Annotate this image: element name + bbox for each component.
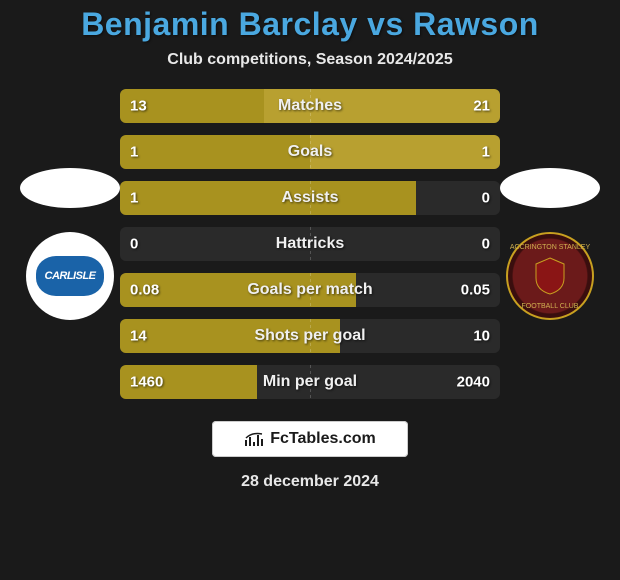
stat-row: 13 21 Matches — [120, 89, 500, 123]
fctables-logo[interactable]: FcTables.com — [212, 421, 408, 457]
date-text: 28 december 2024 — [241, 473, 379, 491]
fctables-chart-icon — [244, 430, 266, 448]
club-badge-right-text-bottom: FOOTBALL CLUB — [508, 303, 592, 310]
club-badge-left: CARLISLE — [26, 232, 114, 320]
stat-row: 0 0 Hattricks — [120, 227, 500, 261]
left-column: CARLISLE — [20, 168, 120, 320]
stat-bar-right-fill — [310, 135, 500, 169]
stat-label: Shots per goal — [254, 327, 365, 345]
stat-row: 1460 2040 Min per goal — [120, 365, 500, 399]
stat-label: Goals per match — [247, 281, 372, 299]
stat-value-right: 21 — [473, 98, 490, 115]
stat-label: Hattricks — [276, 235, 344, 253]
stat-value-left: 14 — [130, 328, 147, 345]
stat-bar-left-fill — [120, 181, 416, 215]
stat-value-left: 0 — [130, 236, 138, 253]
stat-value-right: 10 — [473, 328, 490, 345]
main-row: CARLISLE 1321Matches11Goals10Assists00Ha… — [0, 89, 620, 399]
club-badge-right: ACCRINGTON STANLEY FOOTBALL CLUB — [506, 232, 594, 320]
stat-label: Assists — [282, 189, 339, 207]
page-title: Benjamin Barclay vs Rawson — [81, 6, 539, 43]
stat-value-right: 1 — [482, 144, 490, 161]
stat-value-left: 1 — [130, 190, 138, 207]
comparison-container: Benjamin Barclay vs Rawson Club competit… — [0, 0, 620, 580]
stat-value-left: 1460 — [130, 374, 163, 391]
stat-row: 1 0 Assists — [120, 181, 500, 215]
player-left-avatar — [20, 168, 120, 208]
stat-row: 0.08 0.05 Goals per match — [120, 273, 500, 307]
stat-label: Min per goal — [263, 373, 357, 391]
fctables-logo-text: FcTables.com — [270, 430, 376, 448]
stat-value-right: 0.05 — [461, 282, 490, 299]
stat-value-right: 2040 — [457, 374, 490, 391]
accrington-crest-icon — [530, 256, 570, 296]
stat-value-left: 0.08 — [130, 282, 159, 299]
stat-label: Matches — [278, 97, 342, 115]
right-column: ACCRINGTON STANLEY FOOTBALL CLUB — [500, 168, 600, 320]
stat-value-right: 0 — [482, 190, 490, 207]
stat-value-left: 1 — [130, 144, 138, 161]
stats-bars: 1321Matches11Goals10Assists00Hattricks0.… — [120, 89, 500, 399]
player-right-avatar — [500, 168, 600, 208]
stat-row: 14 10 Shots per goal — [120, 319, 500, 353]
club-badge-right-text-top: ACCRINGTON STANLEY — [508, 244, 592, 251]
stat-bar-left-fill — [120, 135, 310, 169]
stat-value-right: 0 — [482, 236, 490, 253]
stat-row: 1 1 Goals — [120, 135, 500, 169]
stat-value-left: 13 — [130, 98, 147, 115]
club-badge-left-text: CARLISLE — [45, 270, 96, 282]
subtitle: Club competitions, Season 2024/2025 — [167, 51, 452, 69]
carlisle-badge-icon: CARLISLE — [36, 256, 104, 296]
stat-label: Goals — [288, 143, 332, 161]
